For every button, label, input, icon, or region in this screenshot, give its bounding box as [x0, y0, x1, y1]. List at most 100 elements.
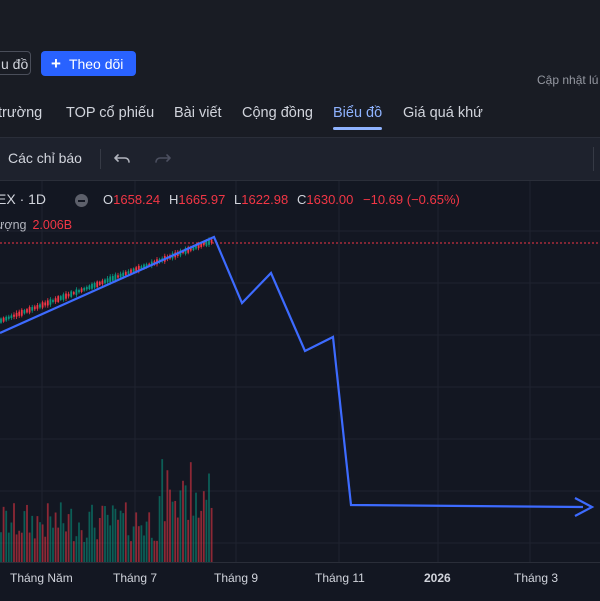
volume-bar — [49, 516, 52, 562]
candle-body — [88, 285, 91, 290]
candle-body — [106, 278, 109, 283]
volume-bar — [158, 496, 161, 562]
volume-bar — [111, 505, 114, 562]
volume-bar — [18, 530, 21, 562]
volume-bar — [7, 532, 10, 562]
candle-body — [205, 240, 208, 246]
change-value: −10.69 (−0.65%) — [363, 192, 460, 207]
candle-body — [137, 265, 140, 272]
candle-body — [28, 307, 31, 313]
candle-body — [52, 299, 54, 303]
candle-body — [104, 279, 106, 284]
redo-icon[interactable] — [152, 148, 172, 168]
volume-bar — [166, 470, 169, 562]
volume-bar — [156, 540, 158, 562]
collapse-icon[interactable] — [75, 194, 88, 207]
volume-bar — [0, 532, 2, 562]
toolbar-divider — [100, 149, 101, 169]
candle-body — [124, 271, 127, 276]
candle-body — [145, 264, 148, 268]
follow-button[interactable]: + Theo dõi — [41, 51, 136, 76]
chart-button[interactable]: u đồ — [0, 51, 31, 75]
volume-bar — [179, 490, 182, 562]
volume-bar — [93, 527, 96, 562]
volume-bar — [132, 526, 135, 562]
volume-bar — [161, 459, 164, 562]
candle-body — [20, 309, 23, 316]
candle-body — [13, 314, 15, 317]
candle-body — [85, 287, 88, 290]
volume-bar — [78, 522, 80, 562]
active-tab-indicator — [333, 127, 382, 130]
high-value: H1665.97 — [169, 192, 226, 207]
candle-body — [119, 273, 122, 278]
toolbar-divider-right — [593, 147, 594, 171]
candle-body — [98, 281, 101, 285]
chart-grid — [0, 181, 600, 562]
volume-bar — [148, 512, 151, 562]
tab-price-history[interactable]: Giá quá khứ — [403, 105, 483, 121]
tab-articles[interactable]: Bài viết — [174, 105, 222, 121]
volume-bar — [39, 522, 41, 562]
candle-body — [46, 300, 49, 306]
volume-bar — [28, 532, 31, 562]
candle-body — [65, 293, 67, 299]
candle-body — [143, 264, 145, 269]
candle-body — [109, 276, 112, 283]
volume-bar — [20, 532, 23, 562]
candle-body — [210, 239, 213, 243]
volume-bar — [163, 521, 166, 562]
volume-bar — [197, 517, 200, 562]
candle-body — [140, 266, 143, 269]
close-value: C1630.00 — [297, 192, 354, 207]
candle-body — [135, 267, 138, 272]
candle-body — [93, 283, 96, 288]
candle-body — [132, 268, 135, 273]
candle-body — [72, 292, 75, 295]
volume-bar — [59, 502, 62, 562]
tab-top-stocks[interactable]: TOP cổ phiếu — [66, 105, 155, 121]
candle-body — [5, 316, 8, 321]
volume-bar — [145, 521, 148, 562]
candle-body — [197, 243, 200, 249]
volume-bar — [140, 525, 143, 562]
candle-body — [184, 248, 187, 254]
volume-bar — [96, 539, 99, 562]
volume-bar — [75, 536, 78, 562]
volume-bar — [65, 531, 67, 562]
trend-drawing-line[interactable] — [0, 235, 584, 509]
volume-bar — [137, 526, 140, 562]
volume-bar — [135, 512, 138, 562]
undo-icon[interactable] — [113, 148, 133, 168]
volume-bar — [195, 492, 197, 562]
volume-legend: ượng 2.006B — [0, 218, 73, 232]
volume-bar — [10, 522, 13, 562]
volume-bar — [101, 505, 104, 562]
candle-body — [10, 315, 13, 319]
volume-bar — [104, 506, 106, 562]
volume-bar — [127, 535, 130, 562]
candle-body — [62, 294, 65, 300]
volume-bar — [200, 510, 203, 562]
price-chart[interactable] — [0, 181, 600, 562]
symbol-label[interactable]: EX · 1D — [0, 191, 47, 207]
tab-chart[interactable]: Biểu đồ — [333, 105, 383, 121]
volume-bar — [98, 517, 101, 562]
indicators-button[interactable]: Các chỉ báo — [8, 150, 82, 166]
volume-bar — [15, 534, 18, 562]
open-value: O1658.24 — [103, 192, 161, 207]
arrow-head-icon — [574, 497, 595, 517]
candle-body — [54, 298, 57, 302]
tab-community[interactable]: Cộng đồng — [242, 105, 313, 121]
volume-bar — [5, 510, 8, 562]
candle-body — [91, 283, 93, 289]
candle-body — [114, 274, 117, 281]
volume-bar — [124, 502, 127, 562]
low-value: L1622.98 — [234, 192, 289, 207]
volume-bar — [143, 535, 145, 562]
candle-body — [130, 269, 132, 274]
volume-bar — [189, 462, 192, 562]
candle-body — [187, 247, 190, 253]
updated-text: Cập nhật lú — [537, 73, 599, 87]
tab-market[interactable]: trường — [0, 105, 43, 121]
